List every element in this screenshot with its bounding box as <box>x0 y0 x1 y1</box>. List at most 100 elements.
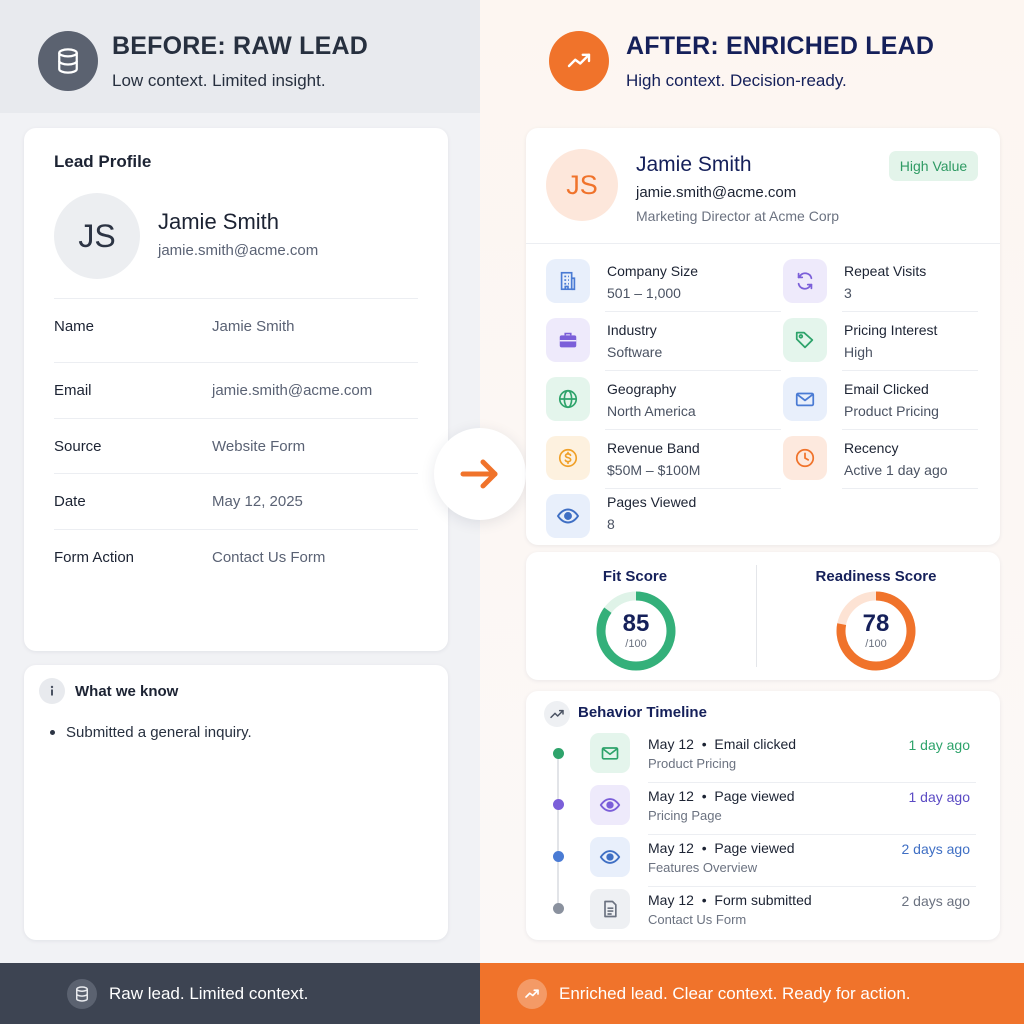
field-value: Jamie Smith <box>212 317 295 335</box>
field-row-source: Source Website Form <box>54 418 418 473</box>
fit-score-gauge <box>596 591 676 671</box>
event-time: 2 days ago <box>901 893 971 909</box>
attribute-label: Company Size <box>607 263 699 279</box>
dollar-coin-icon <box>546 436 590 480</box>
divider <box>605 370 781 371</box>
trending-up-icon <box>549 31 609 91</box>
divider <box>605 311 781 312</box>
lead-email: jamie.smith@acme.com <box>636 184 797 201</box>
before-header: BEFORE: RAW LEAD Low context. Limited in… <box>38 31 368 91</box>
divider <box>842 488 978 489</box>
avatar-initials: JS <box>78 217 116 254</box>
event-title: May 12 • Page viewed <box>648 840 795 856</box>
eye-icon <box>590 837 630 877</box>
database-icon <box>38 31 98 91</box>
attribute-value: $50M – $100M <box>607 462 701 478</box>
attribute-label: Email Clicked <box>844 381 929 397</box>
attribute-label: Repeat Visits <box>844 263 927 279</box>
timeline-dot <box>553 799 564 810</box>
document-icon <box>590 889 630 929</box>
field-label: Form Action <box>54 548 135 566</box>
after-footer-text: Enriched lead. Clear context. Ready for … <box>559 983 911 1003</box>
attribute-industry: Industry Software <box>546 318 781 371</box>
event-title: May 12 • Form submitted <box>648 892 812 908</box>
list-item: Submitted a general inquiry. <box>50 724 252 741</box>
lead-profile-heading: Lead Profile <box>54 152 152 171</box>
attribute-revenue-band: Revenue Band $50M – $100M <box>546 436 781 489</box>
field-label: Source <box>54 437 102 455</box>
what-we-know-heading: What we know <box>75 683 179 700</box>
divider <box>842 429 978 430</box>
event-detail: Pricing Page <box>648 808 722 823</box>
what-we-know-card: What we know Submitted a general inquiry… <box>24 665 448 940</box>
behavior-timeline-card: Behavior Timeline May 12 • Email clicked… <box>526 691 1000 940</box>
timeline-dot <box>553 903 564 914</box>
field-row-date: Date May 12, 2025 <box>54 473 418 528</box>
info-icon <box>39 678 65 704</box>
refresh-icon <box>783 259 827 303</box>
divider <box>842 370 978 371</box>
readiness-score-value: 78 <box>862 610 890 637</box>
eye-icon <box>590 785 630 825</box>
eye-icon <box>546 494 590 538</box>
field-label: Date <box>54 492 86 510</box>
field-value: jamie.smith@acme.com <box>212 381 373 399</box>
event-time: 1 day ago <box>908 789 971 805</box>
event-action: Page viewed <box>714 788 795 804</box>
attribute-label: Pricing Interest <box>844 322 938 338</box>
event-detail: Contact Us Form <box>648 912 747 927</box>
lead-name: Jamie Smith <box>636 153 752 176</box>
event-time: 1 day ago <box>908 737 971 753</box>
event-title: May 12 • Page viewed <box>648 788 795 804</box>
readiness-score-gauge <box>836 591 916 671</box>
event-action: Form submitted <box>714 892 812 908</box>
after-title: AFTER: ENRICHED LEAD <box>626 31 935 60</box>
attribute-value: Active 1 day ago <box>844 462 948 478</box>
gauge-fill <box>596 591 676 671</box>
event-detail: Features Overview <box>648 860 758 875</box>
event-action: Page viewed <box>714 840 795 856</box>
building-icon <box>546 259 590 303</box>
attribute-value: High <box>844 344 873 360</box>
divider <box>842 311 978 312</box>
lead-name: Jamie Smith <box>158 209 280 234</box>
attribute-label: Pages Viewed <box>607 494 697 510</box>
clock-icon <box>783 436 827 480</box>
fit-score-max: /100 <box>625 638 647 650</box>
mail-icon <box>783 377 827 421</box>
attribute-repeat-visits: Repeat Visits 3 <box>783 259 978 312</box>
attribute-company-size: Company Size 501 – 1,000 <box>546 259 781 312</box>
field-value: May 12, 2025 <box>212 492 303 510</box>
timeline-line <box>557 753 559 909</box>
fit-score-value: 85 <box>622 610 650 637</box>
event-title: May 12 • Email clicked <box>648 736 797 752</box>
avatar: JS <box>546 149 618 221</box>
tag-icon <box>783 318 827 362</box>
scores-card: Fit Score 85 /100 Readiness Score 78 /10… <box>526 552 1000 680</box>
attribute-geography: Geography North America <box>546 377 781 430</box>
divider <box>605 429 781 430</box>
attribute-label: Recency <box>844 440 899 456</box>
lead-role: Marketing Director at Acme Corp <box>636 208 840 224</box>
divider <box>605 488 781 489</box>
timeline-event: May 12 • Email clicked Product Pricing 1… <box>590 733 976 785</box>
field-row-name: Name Jamie Smith <box>54 298 418 353</box>
event-date: May 12 <box>648 788 694 804</box>
divider <box>648 886 976 887</box>
field-label: Name <box>54 317 95 335</box>
event-date: May 12 <box>648 892 694 908</box>
mail-icon <box>590 733 630 773</box>
event-detail: Product Pricing <box>648 756 737 771</box>
avatar: JS <box>54 193 140 279</box>
bullet <box>50 730 55 735</box>
before-footer: Raw lead. Limited context. <box>0 963 480 1024</box>
event-time: 2 days ago <box>901 841 971 857</box>
timeline-event: May 12 • Page viewed Pricing Page 1 day … <box>590 785 976 837</box>
event-date: May 12 <box>648 840 694 856</box>
attribute-label: Industry <box>607 322 657 338</box>
divider <box>648 834 976 835</box>
timeline-dot <box>553 748 564 759</box>
attribute-value: Product Pricing <box>844 403 939 419</box>
field-label: Email <box>54 381 92 399</box>
lead-email: jamie.smith@acme.com <box>158 242 319 259</box>
